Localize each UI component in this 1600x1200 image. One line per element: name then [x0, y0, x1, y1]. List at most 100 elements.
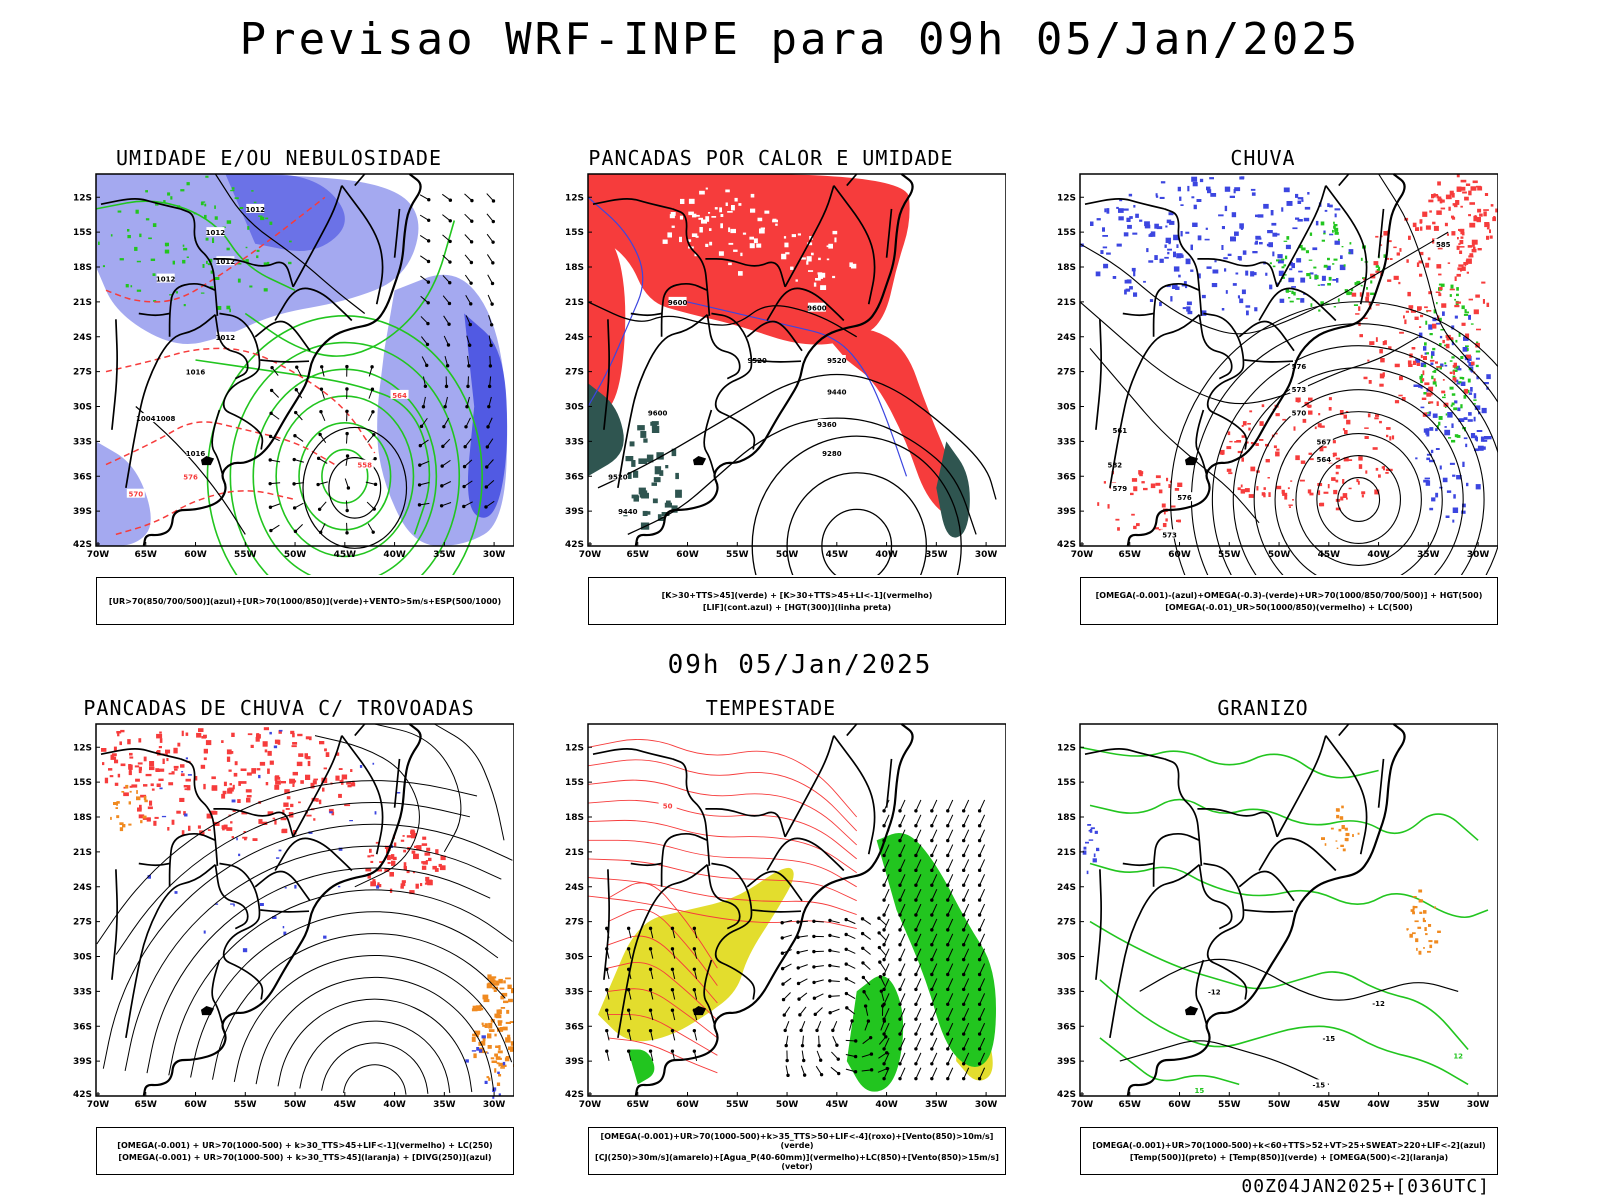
storm-red-cell — [173, 765, 179, 769]
rain-red-cell — [1495, 208, 1498, 213]
divergence-blue-cell — [161, 815, 167, 818]
wind-vector-head — [469, 281, 473, 285]
wind-vector — [915, 933, 922, 945]
water-contour — [587, 799, 857, 860]
wind-vector-head — [464, 425, 468, 429]
wind-vector — [931, 814, 938, 826]
height-contour — [1337, 476, 1381, 523]
storm-red-cell — [305, 774, 311, 780]
wind-vector-head — [961, 898, 966, 902]
rain-red-cell — [1483, 209, 1489, 211]
rain-red-cell — [1432, 221, 1436, 225]
storm-red-cell — [292, 771, 298, 776]
rain-red-cell — [1452, 365, 1456, 368]
country-border — [1197, 258, 1278, 288]
clear-speckle-cell — [671, 225, 675, 228]
wind-vector — [947, 1067, 954, 1079]
storm-red-cell — [198, 728, 204, 732]
divergence-blue-cell — [272, 916, 277, 919]
country-border — [617, 314, 708, 489]
lat-tick-label: 27S — [565, 368, 584, 378]
wind-vector — [915, 829, 922, 841]
contour-label-bg — [1205, 986, 1224, 996]
storm-red-cell — [238, 781, 241, 786]
lat-tick-label: 42S — [1057, 1090, 1076, 1100]
green-speckle-cell — [98, 241, 100, 245]
rain-red-cell — [1385, 472, 1389, 474]
omega-blue-cell — [1476, 376, 1479, 380]
country-border — [660, 832, 708, 887]
divergence-blue-cell — [372, 762, 375, 765]
hail-blue-cell — [1090, 827, 1095, 830]
green-speckle-cell — [229, 308, 231, 313]
legend-line: [K>30+TTS>45](verde) + [K>30+TTS>45+LI<-… — [661, 590, 933, 600]
storm-red-cell — [231, 836, 234, 839]
clear-speckle-cell — [815, 278, 821, 281]
omega-green-cell — [1438, 283, 1442, 286]
lake — [1184, 455, 1199, 466]
storm-red-cell — [250, 744, 254, 748]
divergence-blue-cell — [337, 885, 341, 888]
wind-vector-head — [812, 919, 816, 923]
storm-red-cell — [283, 802, 289, 807]
storm-red-cell — [252, 838, 258, 841]
wind-vector — [979, 963, 986, 975]
omega-blue-cell — [1482, 446, 1486, 450]
omega-blue-cell — [1307, 192, 1310, 195]
storm-orange-cell — [486, 983, 493, 989]
omega-blue-cell — [1159, 301, 1162, 307]
storm-orange-cell — [508, 998, 513, 1003]
wind-vector — [963, 874, 970, 886]
storm-orange-cell — [482, 994, 489, 1000]
storm-orange-cell — [501, 1064, 507, 1067]
storm-orange-cell — [498, 1074, 502, 1077]
storm-red-cell — [341, 774, 348, 780]
omega-blue-cell — [1231, 212, 1237, 218]
omega-blue-cell — [1224, 268, 1227, 272]
storm-red-cell — [147, 806, 153, 810]
omega-green-cell — [1451, 356, 1455, 359]
lon-tick-label: 30W — [1467, 550, 1490, 560]
wind-vector-head — [445, 364, 450, 368]
wind-vector-head — [877, 945, 882, 950]
rain-red-cell — [1319, 446, 1324, 452]
wind-vector-head — [441, 444, 445, 449]
rain-red-cell — [1346, 419, 1351, 425]
wind-vector-head — [785, 1058, 789, 1063]
contour-label-bg — [827, 386, 846, 396]
height-contour — [597, 373, 997, 500]
storm-red-cell — [230, 821, 233, 824]
wind-vector-head — [605, 1008, 609, 1012]
divergence-blue-cell — [497, 1071, 500, 1074]
rain-red-cell — [1177, 482, 1183, 487]
contour-label-bg — [1369, 998, 1388, 1007]
wind-vector-head — [946, 957, 950, 962]
rain-red-cell — [1492, 217, 1496, 222]
rain-red-cell — [1417, 306, 1422, 310]
omega-green-cell — [1444, 344, 1447, 347]
lon-tick-label: 65W — [135, 550, 158, 560]
storm-orange-cell — [471, 1037, 476, 1042]
storm-orange-cell — [482, 1025, 486, 1027]
rain-red-cell — [1475, 342, 1480, 348]
omega-green-cell — [1269, 262, 1272, 265]
lon-tick-label: 35W — [433, 550, 456, 560]
coastline — [142, 173, 422, 547]
wind-vector — [979, 918, 986, 931]
wind-vector-head — [961, 1047, 966, 1051]
rain-red-cell — [1425, 262, 1430, 268]
wind-vector-head — [670, 1028, 675, 1033]
lat-tick-label: 12S — [1057, 743, 1076, 753]
rain-red-cell — [1440, 207, 1446, 210]
wind-vector — [899, 963, 906, 975]
storm-red-cell — [267, 811, 274, 815]
clear-speckle-cell — [711, 216, 717, 218]
omega-blue-cell — [1201, 294, 1206, 299]
omega-blue-cell — [1123, 208, 1129, 211]
thickness-contour — [105, 347, 376, 454]
wind-vector-head — [977, 898, 982, 902]
wind-vector-head — [463, 445, 467, 449]
rain-red-cell — [1418, 260, 1424, 264]
rain-red-cell — [1375, 467, 1379, 471]
rain-red-cell — [1292, 499, 1294, 501]
